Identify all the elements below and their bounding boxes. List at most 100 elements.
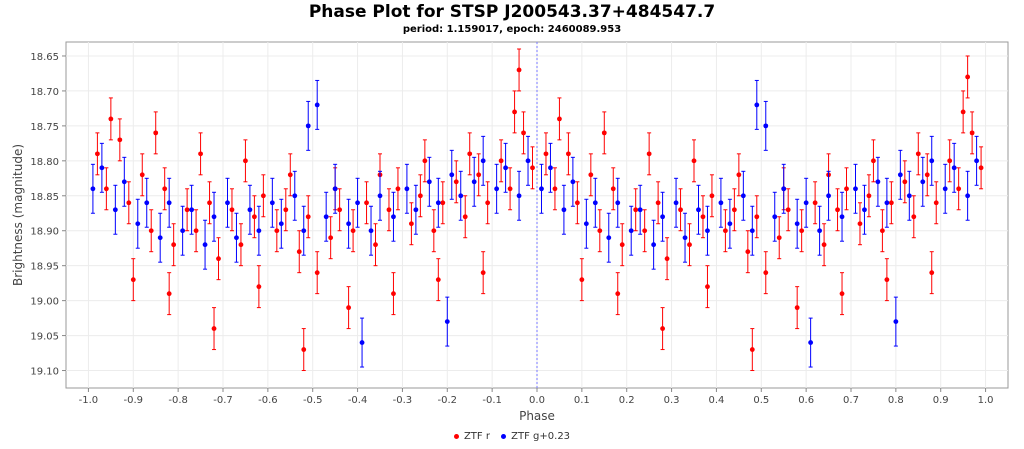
data-point [140,172,145,177]
data-point [91,186,96,191]
data-point [153,130,158,135]
data-point [283,207,288,212]
x-tick-label: 0.5 [753,395,769,406]
x-tick-label: -0.9 [124,395,144,406]
data-point [620,242,625,247]
legend-item-ztf-r: ZTF r [454,431,490,442]
data-point [813,200,818,205]
data-point [763,270,768,275]
data-point [427,179,432,184]
data-point [189,207,194,212]
data-point [180,228,185,233]
data-point [270,200,275,205]
data-point [754,103,759,108]
data-point [570,179,575,184]
x-tick-label: 0.3 [664,395,680,406]
data-point [301,228,306,233]
data-point [584,221,589,226]
data-point [274,228,279,233]
data-point [898,172,903,177]
data-point [777,235,782,240]
data-point [763,123,768,128]
data-point [256,228,261,233]
data-point [884,200,889,205]
data-point [804,200,809,205]
data-point [122,179,127,184]
data-point [405,186,410,191]
data-point [633,207,638,212]
data-point [499,158,504,163]
x-axis: -1.0 -0.9 -0.8 -0.7 -0.6 -0.5 -0.4 -0.3 -0.2 -0.1… [79,388,994,406]
data-point [884,277,889,282]
y-tick-label: 19.05 [30,332,59,343]
legend-item-ztf-g: ZTF g+0.23 [501,431,570,442]
data-point [463,214,468,219]
data-point [117,137,122,142]
data-point [974,158,979,163]
data-point [530,165,535,170]
data-point [588,172,593,177]
data-point [207,200,212,205]
data-point [979,165,984,170]
data-point [943,186,948,191]
data-point [544,151,549,156]
data-point [844,186,849,191]
data-point [822,242,827,247]
data-point [306,214,311,219]
data-point [880,228,885,233]
data-point [131,277,136,282]
data-point [799,228,804,233]
data-point [346,221,351,226]
data-point [248,207,253,212]
data-point [638,207,643,212]
data-point [674,200,679,205]
data-point [911,214,916,219]
data-point [615,200,620,205]
x-tick-label: -0.7 [213,395,233,406]
data-point [301,347,306,352]
x-tick-label: 0.0 [529,395,545,406]
data-point [889,200,894,205]
x-tick-label: -0.1 [482,395,502,406]
data-point [355,200,360,205]
y-tick-label: 19.00 [30,297,59,308]
data-point [701,214,706,219]
data-point [216,256,221,261]
data-point [413,207,418,212]
data-point [512,109,517,114]
data-point [562,207,567,212]
data-point [916,151,921,156]
data-point [597,228,602,233]
data-point [126,200,131,205]
data-point [579,277,584,282]
data-point [548,165,553,170]
y-tick-label: 18.75 [30,122,59,133]
data-point [840,214,845,219]
data-point [409,221,414,226]
data-point [840,291,845,296]
data-point [185,207,190,212]
data-point [665,256,670,261]
data-point [449,172,454,177]
x-axis-label: Phase [519,409,555,423]
data-point [602,130,607,135]
data-point [315,103,320,108]
data-point [526,158,531,163]
data-point [871,158,876,163]
y-tick-label: 18.95 [30,262,59,273]
data-point [436,200,441,205]
data-point [324,214,329,219]
data-point [95,151,100,156]
y-tick-label: 18.70 [30,87,59,98]
data-point [476,172,481,177]
data-point [144,200,149,205]
y-tick-label: 18.85 [30,192,59,203]
data-point [234,235,239,240]
data-point [315,270,320,275]
data-point [705,228,710,233]
data-point [167,291,172,296]
y-tick-label: 18.80 [30,157,59,168]
data-point [239,242,244,247]
data-point [243,158,248,163]
data-point [557,116,562,121]
